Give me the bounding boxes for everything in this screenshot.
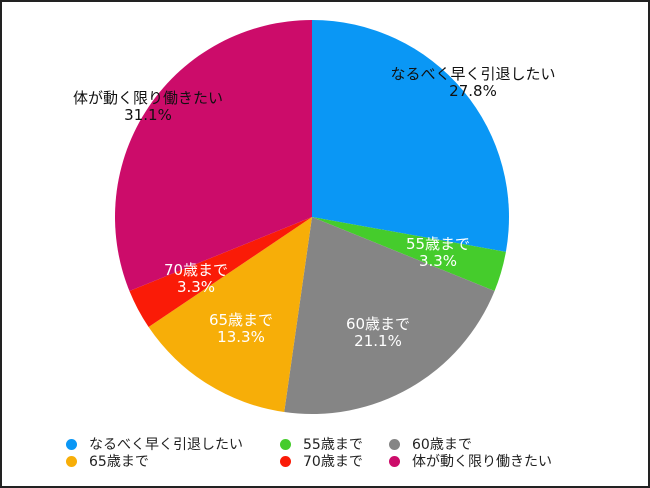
legend-label: 70歳まで bbox=[303, 454, 363, 470]
pie-slice[interactable] bbox=[312, 20, 510, 252]
legend-item-retire-early[interactable]: なるべく早く引退したい bbox=[66, 434, 243, 454]
slice-label-value: 21.1% bbox=[354, 332, 402, 350]
pie-slice[interactable] bbox=[148, 217, 312, 413]
slice-label-text: 60歳まで bbox=[345, 315, 411, 333]
legend-label: 体が動く限り働きたい bbox=[412, 454, 552, 470]
slice-label-text: なるべく早く引退したい bbox=[390, 65, 556, 83]
slice-label-value: 3.3% bbox=[176, 278, 216, 296]
slice-label-65: 65歳まで 13.3% bbox=[209, 312, 273, 346]
legend-item-work-as-long-as-able[interactable]: 体が動く限り働きたい bbox=[389, 451, 552, 471]
pie-slice[interactable] bbox=[115, 20, 313, 292]
pie-slice[interactable] bbox=[312, 217, 506, 292]
slice-label-55: 55歳まで 3.3% bbox=[406, 236, 470, 270]
slice-label-value: 27.8% bbox=[449, 82, 497, 100]
slice-label-60: 60歳まで 21.1% bbox=[346, 316, 410, 350]
legend-item-65[interactable]: 65歳まで bbox=[66, 451, 149, 471]
legend-label: 65歳まで bbox=[89, 454, 149, 470]
slice-label-value: 3.3% bbox=[418, 252, 458, 270]
slice-label-work-as-long-as-able: 体が動く限り働きたい 31.1% bbox=[73, 90, 223, 124]
slice-label-text: 体が動く限り働きたい bbox=[72, 89, 224, 107]
slice-label-value: 13.3% bbox=[217, 328, 265, 346]
pie-slice[interactable] bbox=[284, 217, 495, 414]
legend-label: なるべく早く引退したい bbox=[89, 437, 243, 453]
legend-item-70[interactable]: 70歳まで bbox=[280, 451, 363, 471]
slice-label-retire-early: なるべく早く引退したい 27.8% bbox=[390, 66, 555, 100]
legend-dot-icon bbox=[66, 455, 77, 467]
slice-label-text: 70歳まで bbox=[163, 261, 229, 279]
legend-dot-icon bbox=[389, 438, 400, 450]
legend-item-60[interactable]: 60歳まで bbox=[389, 434, 472, 454]
legend-label: 60歳まで bbox=[412, 437, 472, 453]
legend-dot-icon bbox=[280, 455, 291, 467]
legend-dot-icon bbox=[389, 455, 400, 467]
legend-label: 55歳まで bbox=[303, 437, 363, 453]
slice-label-text: 65歳まで bbox=[208, 311, 274, 329]
legend-dot-icon bbox=[280, 438, 291, 450]
legend-dot-icon bbox=[66, 438, 77, 450]
slice-label-text: 55歳まで bbox=[405, 235, 471, 253]
pie-slice[interactable] bbox=[129, 217, 312, 328]
legend-item-55[interactable]: 55歳まで bbox=[280, 434, 363, 454]
slice-label-value: 31.1% bbox=[124, 106, 172, 124]
slice-label-70: 70歳まで 3.3% bbox=[164, 262, 228, 296]
